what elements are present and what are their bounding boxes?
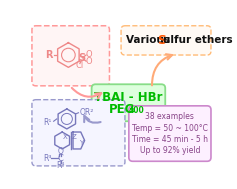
Text: R: R <box>45 50 53 60</box>
Text: R⁴: R⁴ <box>56 161 65 170</box>
Text: TBAI - HBr: TBAI - HBr <box>94 91 163 104</box>
Text: S: S <box>78 53 85 63</box>
Text: Various: Various <box>126 35 173 45</box>
FancyBboxPatch shape <box>129 106 211 161</box>
Text: O: O <box>85 57 92 67</box>
Text: R¹: R¹ <box>44 118 52 127</box>
Text: Y: Y <box>79 140 83 146</box>
Text: 38 examples: 38 examples <box>146 112 194 121</box>
FancyBboxPatch shape <box>32 26 109 86</box>
Text: Z: Z <box>71 134 76 140</box>
Text: X: X <box>63 134 68 140</box>
Text: OR²: OR² <box>79 108 94 117</box>
Text: S: S <box>157 34 166 47</box>
Text: O: O <box>85 50 92 59</box>
Text: Cl: Cl <box>76 61 84 70</box>
Text: 400: 400 <box>129 106 145 115</box>
Text: Time = 45 min - 5 h: Time = 45 min - 5 h <box>132 135 208 144</box>
Text: O: O <box>58 147 64 156</box>
Text: R³: R³ <box>43 154 52 163</box>
FancyBboxPatch shape <box>92 84 165 121</box>
Text: Temp = 50 ~ 100°C: Temp = 50 ~ 100°C <box>132 124 208 132</box>
Text: Up to 92% yield: Up to 92% yield <box>140 146 200 155</box>
FancyBboxPatch shape <box>121 26 211 55</box>
Text: C: C <box>58 154 64 163</box>
Text: PEG: PEG <box>109 103 135 116</box>
FancyBboxPatch shape <box>32 100 125 166</box>
Text: ulfur ethers: ulfur ethers <box>163 35 232 45</box>
